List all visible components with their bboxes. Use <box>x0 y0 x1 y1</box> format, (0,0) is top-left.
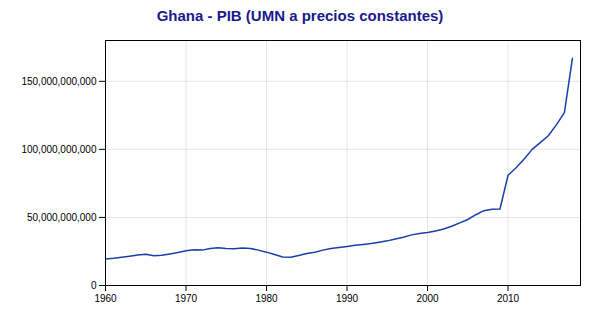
svg-text:1980: 1980 <box>255 293 278 304</box>
svg-text:1960: 1960 <box>94 293 117 304</box>
svg-text:100,000,000,000: 100,000,000,000 <box>21 144 97 155</box>
html-text:Ghana - PIB (UMN a precios con: Ghana - PIB (UMN a precios constantes) <box>156 7 444 24</box>
svg-text:1990: 1990 <box>336 293 359 304</box>
svg-text:0: 0 <box>91 280 97 291</box>
svg-text:2010: 2010 <box>497 293 520 304</box>
svg-text:150,000,000,000: 150,000,000,000 <box>21 76 97 87</box>
svg-text:2000: 2000 <box>416 293 439 304</box>
svg-text:1970: 1970 <box>175 293 198 304</box>
svg-text:50,000,000,000: 50,000,000,000 <box>27 212 97 223</box>
